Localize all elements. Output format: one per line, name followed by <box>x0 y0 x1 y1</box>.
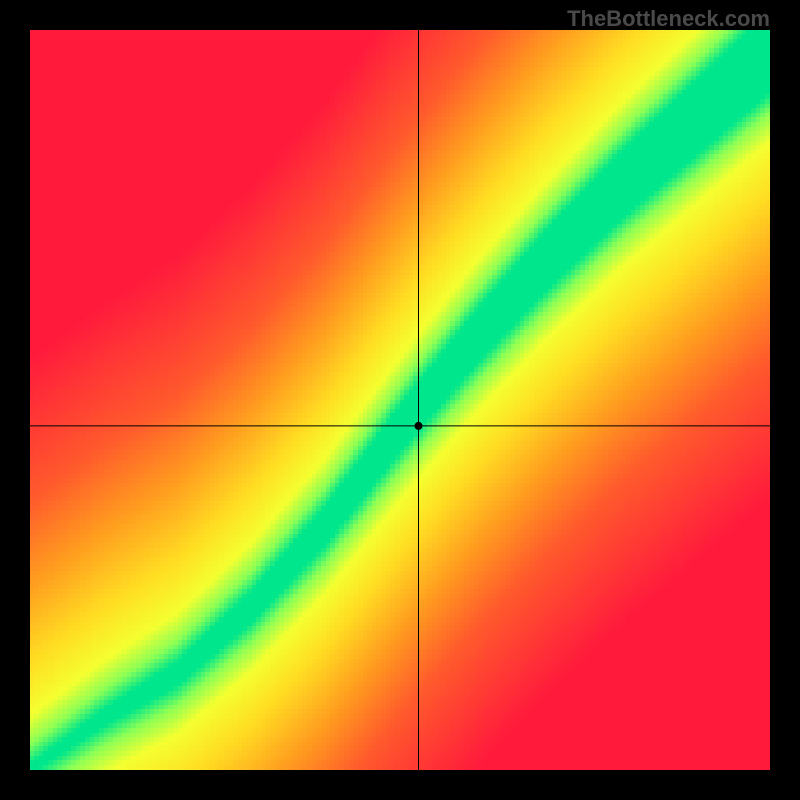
heatmap-canvas <box>30 30 770 770</box>
bottleneck-heatmap <box>30 30 770 770</box>
watermark-text: TheBottleneck.com <box>567 6 770 32</box>
